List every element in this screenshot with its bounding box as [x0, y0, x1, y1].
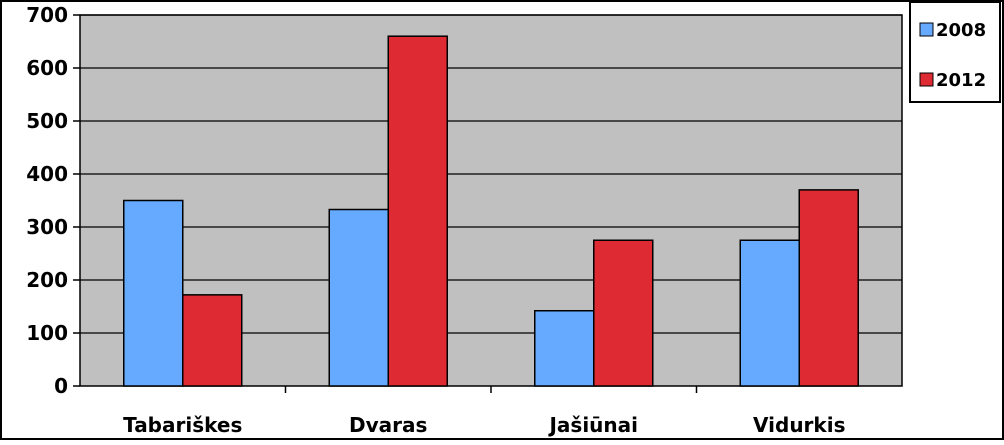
x-category-label: Tabariškes — [123, 413, 242, 437]
y-tick-label: 300 — [26, 215, 68, 239]
x-category-label: Vidurkis — [753, 413, 845, 437]
bar-2012 — [182, 294, 243, 387]
x-axis-labels: Tabariškes Dvaras Jašiūnai Vidurkis — [123, 386, 845, 437]
y-tick-label: 0 — [54, 374, 68, 398]
y-tick-label: 200 — [26, 268, 68, 292]
y-tick-label: 700 — [26, 3, 68, 27]
bar-layer — [123, 35, 859, 387]
bar-2008 — [328, 208, 389, 387]
legend-label-2012: 2012 — [936, 70, 986, 91]
legend: 2008 2012 — [909, 1, 1001, 103]
legend-swatch-2008 — [919, 22, 934, 37]
legend-label-2008: 2008 — [936, 20, 986, 41]
grid-layer — [80, 14, 902, 334]
bar-2012 — [798, 189, 859, 387]
bar-2012 — [593, 239, 654, 387]
bar-2012 — [387, 35, 448, 387]
bar-2008 — [739, 239, 800, 387]
y-tick-label: 100 — [26, 321, 68, 345]
bar-2008 — [123, 199, 184, 387]
x-category-label: Jašiūnai — [547, 413, 638, 437]
x-category-label: Dvaras — [349, 413, 427, 437]
y-tick-label: 500 — [26, 109, 68, 133]
y-tick-label: 400 — [26, 162, 68, 186]
y-tick-label: 600 — [26, 56, 68, 80]
bar-2008 — [534, 309, 595, 387]
y-axis-ticks: 0 100 200 300 400 500 600 700 — [26, 3, 80, 398]
legend-swatch-2012 — [919, 72, 934, 87]
